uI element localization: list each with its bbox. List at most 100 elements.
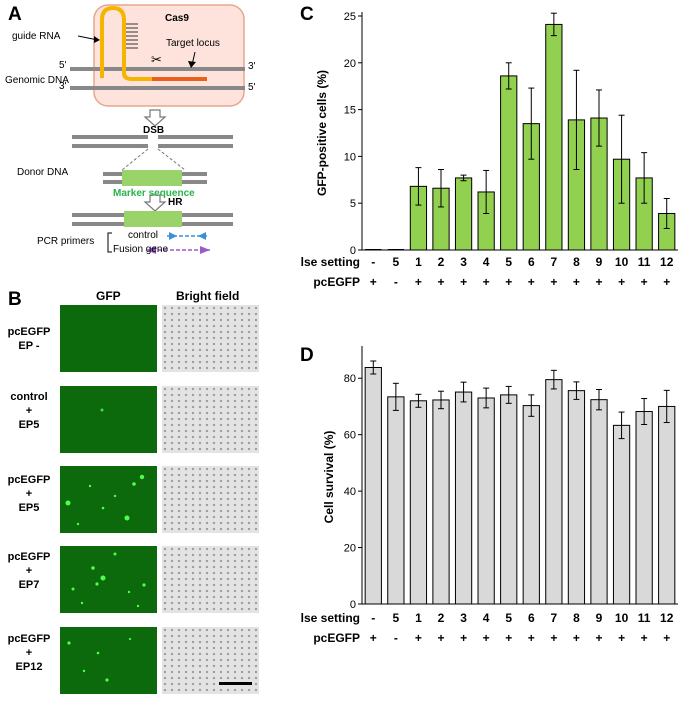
pcegfp-mark: + xyxy=(595,631,602,645)
bar xyxy=(477,397,495,605)
scissors-icon: ✂ xyxy=(151,52,162,67)
x-tick-label: 1 xyxy=(415,611,422,625)
gfp-positive-bar-chart: 0 5 10 15 20 25 GFP-positive cells (%) - +5 - 1 +2 +… xyxy=(285,11,678,289)
control-reverse-arrow-icon xyxy=(198,232,206,240)
pcegfp-mark: + xyxy=(415,631,422,645)
bar xyxy=(454,391,473,605)
pcegfp-mark: + xyxy=(595,275,602,289)
bar xyxy=(409,400,428,605)
panel-letter-d: D xyxy=(300,345,314,366)
bar xyxy=(387,249,404,250)
y-tick-label: 15 xyxy=(344,105,356,117)
pcegfp-mark: + xyxy=(437,631,444,645)
pcegfp-mark: + xyxy=(483,631,490,645)
pcegfp-mark: + xyxy=(460,631,467,645)
pcegfp-mark: + xyxy=(663,275,670,289)
genomic-3prime-bottom: 3' xyxy=(59,81,67,92)
y-axis-label: GFP-positive cells (%) xyxy=(315,70,329,196)
bar xyxy=(500,75,518,251)
panel-letter-b: B xyxy=(8,289,22,310)
bright-field-image-2 xyxy=(162,386,259,453)
y-tick-label: 5 xyxy=(350,198,356,210)
panel-d-chart: 0 20 40 60 80 Cell survival (%) - +5 - 1 +2 +3 +4 +5 +… xyxy=(285,340,685,710)
cas9-label: Cas9 xyxy=(165,13,189,24)
pcegfp-mark: + xyxy=(573,275,580,289)
guide-rna-shape xyxy=(100,5,152,81)
y-axis-label: Cell survival (%) xyxy=(322,431,336,524)
pcegfp-mark: + xyxy=(550,631,557,645)
pulse-setting-row-label: Pulse setting xyxy=(300,255,360,269)
pcegfp-mark: + xyxy=(618,631,625,645)
bar xyxy=(454,177,473,251)
control-primer-label: control xyxy=(128,230,159,241)
pcegfp-mark: + xyxy=(618,275,625,289)
marker-sequence-block xyxy=(122,170,182,186)
x-tick-label: 11 xyxy=(638,611,651,625)
x-tick-label: 7 xyxy=(551,255,558,269)
pcegfp-mark: + xyxy=(528,275,535,289)
y-tick-label: 20 xyxy=(344,58,356,70)
row-label-4: pcEGFP + EP7 xyxy=(7,551,51,591)
gfp-image-2 xyxy=(60,386,157,453)
pcegfp-mark: - xyxy=(394,631,398,645)
gfp-image-1 xyxy=(60,305,157,372)
row-label-1: pcEGFP EP - xyxy=(7,326,51,352)
bar xyxy=(432,399,450,605)
bar xyxy=(567,390,586,605)
x-tick-label: 9 xyxy=(596,255,603,269)
pulse-setting-row-label: Pulse setting xyxy=(300,611,360,625)
x-tick-label: 8 xyxy=(573,255,580,269)
col-header-bright-field: Bright field xyxy=(176,289,240,303)
x-tick-label: 9 xyxy=(596,611,603,625)
x-tick-label: 12 xyxy=(660,255,674,269)
bar xyxy=(522,405,540,605)
gfp-image-3 xyxy=(60,466,157,533)
pcr-primers-label: PCR primers xyxy=(37,236,95,247)
marker-sequence-label: Marker sequence xyxy=(113,188,195,199)
donor-dna-label: Donor DNA xyxy=(17,167,69,178)
x-tick-label: 11 xyxy=(638,255,651,269)
bar xyxy=(635,411,653,605)
pcegfp-mark: + xyxy=(370,275,377,289)
y-tick-label: 0 xyxy=(350,245,356,257)
pcegfp-mark: + xyxy=(641,631,648,645)
genomic-dna-label: Genomic DNA xyxy=(5,75,69,86)
x-tick-label: 1 xyxy=(415,255,422,269)
bright-field-image-4 xyxy=(162,546,259,613)
x-tick-label: - xyxy=(371,255,375,269)
x-tick-label: 10 xyxy=(615,611,629,625)
panel-letter-a: A xyxy=(8,4,22,25)
pcegfp-mark: + xyxy=(437,275,444,289)
cell-survival-bar-chart: 0 20 40 60 80 Cell survival (%) - +5 - 1 +2 +3 +4 +5 +… xyxy=(285,346,678,645)
arrow-down-hr-icon xyxy=(143,194,167,212)
arrow-down-dsb-icon xyxy=(143,109,167,127)
bar xyxy=(364,366,382,605)
x-tick-label: 4 xyxy=(483,255,490,269)
bar xyxy=(387,396,405,605)
bar xyxy=(545,23,563,251)
row-label-3: pcEGFP + EP5 xyxy=(7,474,51,514)
x-tick-label: 5 xyxy=(393,611,400,625)
gfp-image-5 xyxy=(60,627,157,694)
guide-rna-label: guide RNA xyxy=(12,31,61,42)
x-tick-label: 5 xyxy=(505,255,512,269)
x-tick-label: 6 xyxy=(528,611,535,625)
pcegfp-mark: + xyxy=(663,631,670,645)
pcegfp-mark: + xyxy=(505,275,512,289)
pcegfp-mark: - xyxy=(394,275,398,289)
pcegfp-mark: + xyxy=(641,275,648,289)
genomic-3prime-top: 3' xyxy=(248,61,256,72)
x-tick-label: 2 xyxy=(438,611,445,625)
pcegfp-mark: + xyxy=(550,275,557,289)
guide-rna-stem xyxy=(126,23,138,49)
pcegfp-mark: + xyxy=(573,631,580,645)
bright-field-image-5 xyxy=(162,627,259,694)
col-header-gfp: GFP xyxy=(96,289,121,303)
y-tick-label: 0 xyxy=(350,599,356,611)
x-tick-label: 10 xyxy=(615,255,629,269)
y-tick-label: 20 xyxy=(344,543,356,555)
control-forward-arrow-icon xyxy=(169,232,177,240)
pcegfp-mark: + xyxy=(370,631,377,645)
pcegfp-mark: + xyxy=(415,275,422,289)
target-locus-label: Target locus xyxy=(166,38,220,49)
